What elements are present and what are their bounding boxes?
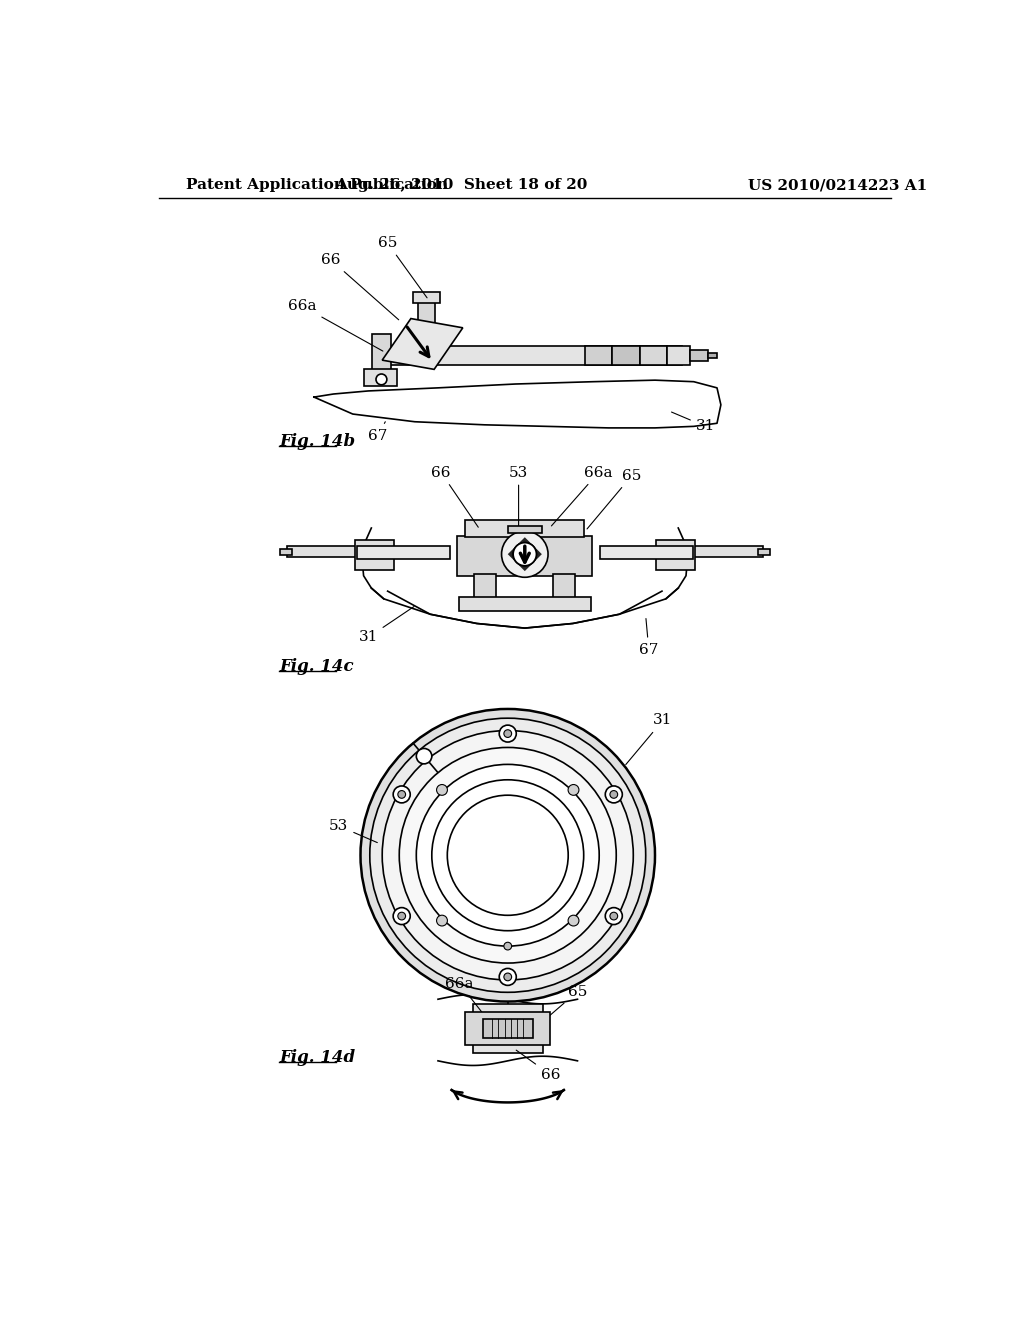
Text: 66a: 66a xyxy=(552,466,612,525)
Bar xyxy=(508,525,542,533)
Bar xyxy=(418,300,435,346)
Circle shape xyxy=(398,791,406,799)
Polygon shape xyxy=(382,318,463,370)
Text: 66: 66 xyxy=(516,1051,560,1081)
Text: 53: 53 xyxy=(509,466,528,527)
Text: 65: 65 xyxy=(378,236,427,298)
Text: 66a: 66a xyxy=(445,977,490,1023)
Text: US 2010/0214223 A1: US 2010/0214223 A1 xyxy=(748,178,928,193)
Bar xyxy=(708,354,717,358)
Bar xyxy=(554,574,575,599)
Bar xyxy=(483,1019,532,1038)
Circle shape xyxy=(605,785,623,803)
Circle shape xyxy=(504,973,512,981)
Text: Aug. 26, 2010  Sheet 18 of 20: Aug. 26, 2010 Sheet 18 of 20 xyxy=(335,178,588,193)
Bar xyxy=(355,540,394,570)
Circle shape xyxy=(447,795,568,915)
Circle shape xyxy=(436,915,447,925)
Text: 66: 66 xyxy=(431,466,478,527)
Bar xyxy=(287,546,356,557)
Text: 53: 53 xyxy=(329,818,377,842)
Bar xyxy=(474,574,496,599)
Circle shape xyxy=(610,791,617,799)
Circle shape xyxy=(568,915,579,925)
Bar xyxy=(356,546,450,558)
Bar xyxy=(458,536,592,576)
Bar xyxy=(414,293,439,304)
Text: 65: 65 xyxy=(587,469,641,529)
Bar xyxy=(380,346,682,364)
Polygon shape xyxy=(508,537,542,572)
Text: 66: 66 xyxy=(322,253,398,319)
Circle shape xyxy=(376,374,387,385)
Circle shape xyxy=(393,785,411,803)
Bar xyxy=(690,350,709,360)
Circle shape xyxy=(393,908,411,924)
Bar xyxy=(465,520,585,537)
Bar xyxy=(612,346,640,364)
Circle shape xyxy=(502,531,548,577)
Bar xyxy=(586,346,612,364)
Bar xyxy=(640,346,667,364)
Circle shape xyxy=(500,969,516,985)
Circle shape xyxy=(610,912,617,920)
Circle shape xyxy=(513,543,537,566)
Bar xyxy=(693,546,763,557)
Circle shape xyxy=(432,780,584,931)
Circle shape xyxy=(360,709,655,1002)
Circle shape xyxy=(500,725,516,742)
Bar xyxy=(280,549,292,554)
Text: Patent Application Publication: Patent Application Publication xyxy=(186,178,449,193)
Text: Fig. 14d: Fig. 14d xyxy=(280,1049,355,1067)
Circle shape xyxy=(417,764,599,946)
Circle shape xyxy=(605,908,623,924)
Text: 66a: 66a xyxy=(288,300,383,351)
Text: Fig. 14b: Fig. 14b xyxy=(280,433,355,450)
Circle shape xyxy=(513,543,537,566)
Bar xyxy=(667,346,690,364)
Circle shape xyxy=(370,718,646,993)
Bar xyxy=(473,1005,543,1053)
Text: 31: 31 xyxy=(358,607,414,644)
Text: 67: 67 xyxy=(639,619,658,656)
Circle shape xyxy=(417,748,432,764)
Circle shape xyxy=(568,784,579,796)
Bar xyxy=(655,540,694,570)
Text: Fig. 14c: Fig. 14c xyxy=(280,659,353,675)
Bar xyxy=(465,1011,550,1045)
Circle shape xyxy=(398,912,406,920)
Text: 31: 31 xyxy=(672,412,715,433)
Circle shape xyxy=(382,730,633,979)
Text: 65: 65 xyxy=(544,985,587,1020)
Circle shape xyxy=(504,730,512,738)
Circle shape xyxy=(399,747,616,964)
Bar xyxy=(758,549,770,554)
Bar xyxy=(365,368,397,385)
Text: 67: 67 xyxy=(368,422,387,442)
Text: 31: 31 xyxy=(626,714,673,764)
Bar xyxy=(459,597,591,611)
Bar xyxy=(600,546,693,558)
Circle shape xyxy=(436,784,447,796)
Bar xyxy=(372,334,391,371)
Circle shape xyxy=(504,942,512,950)
